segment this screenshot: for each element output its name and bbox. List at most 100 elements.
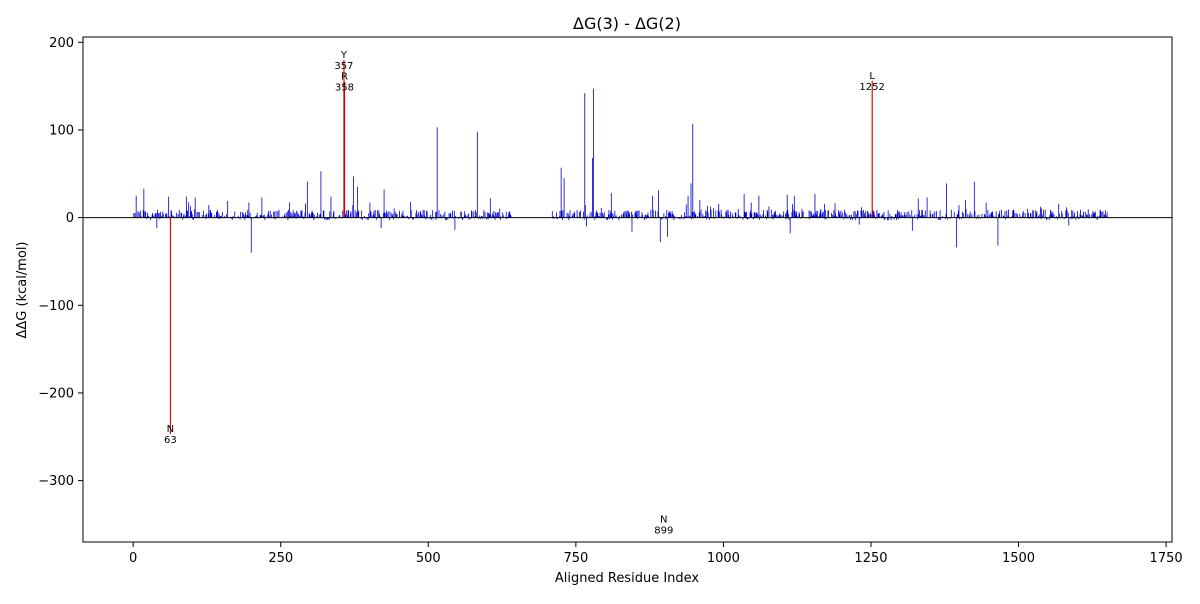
bar bbox=[373, 210, 375, 218]
bar bbox=[187, 210, 188, 218]
bar bbox=[435, 217, 437, 221]
bar bbox=[220, 215, 221, 218]
bar bbox=[975, 217, 977, 219]
bar bbox=[840, 210, 842, 218]
bar bbox=[694, 211, 695, 218]
bar bbox=[1058, 203, 1060, 218]
bar bbox=[629, 212, 631, 218]
bar bbox=[965, 200, 966, 218]
bar bbox=[483, 210, 485, 218]
bar bbox=[663, 213, 665, 218]
bar bbox=[171, 211, 172, 218]
bar bbox=[301, 211, 302, 218]
bar bbox=[449, 212, 451, 218]
bar bbox=[486, 212, 488, 218]
bar bbox=[1041, 208, 1043, 218]
bar bbox=[558, 216, 560, 218]
bar bbox=[556, 212, 557, 218]
bar bbox=[1063, 217, 1065, 219]
bar bbox=[901, 216, 903, 218]
bar bbox=[731, 213, 733, 218]
bar bbox=[316, 212, 318, 218]
bar bbox=[707, 212, 709, 218]
bar bbox=[778, 215, 780, 218]
bar bbox=[1055, 216, 1057, 218]
bar bbox=[566, 212, 568, 218]
bar bbox=[430, 217, 432, 220]
bar bbox=[300, 210, 302, 218]
bar bbox=[278, 209, 280, 218]
bar bbox=[386, 213, 388, 218]
bar bbox=[583, 217, 585, 220]
bar bbox=[636, 210, 638, 218]
bar bbox=[146, 217, 148, 220]
bar bbox=[813, 215, 815, 218]
bar bbox=[596, 210, 597, 218]
bar bbox=[930, 214, 932, 218]
bar bbox=[768, 206, 770, 218]
bar bbox=[584, 93, 586, 218]
bar bbox=[221, 211, 223, 218]
bar bbox=[1084, 211, 1086, 218]
bar bbox=[158, 213, 160, 218]
bar bbox=[732, 216, 734, 218]
bar bbox=[320, 171, 322, 218]
bar bbox=[240, 211, 242, 218]
bar bbox=[296, 210, 298, 218]
bar bbox=[739, 216, 741, 218]
bar bbox=[216, 211, 217, 218]
bar bbox=[175, 212, 177, 218]
bar bbox=[161, 215, 162, 218]
bar bbox=[490, 215, 492, 218]
bar bbox=[839, 211, 841, 218]
bar bbox=[489, 198, 491, 218]
bar bbox=[1006, 210, 1008, 218]
bar bbox=[942, 216, 943, 218]
bar bbox=[1094, 211, 1096, 218]
bar bbox=[646, 215, 648, 218]
bar bbox=[854, 211, 856, 218]
bar bbox=[723, 216, 725, 218]
bar bbox=[912, 216, 914, 218]
bar bbox=[788, 217, 790, 221]
bar bbox=[347, 215, 348, 218]
bar bbox=[274, 217, 276, 220]
bar bbox=[181, 213, 183, 218]
bar bbox=[376, 217, 377, 220]
bar bbox=[887, 217, 888, 221]
bar bbox=[658, 190, 659, 218]
bar bbox=[991, 212, 992, 218]
bar bbox=[188, 202, 190, 218]
bar bbox=[292, 210, 294, 218]
bar bbox=[193, 217, 194, 220]
bar bbox=[926, 197, 928, 218]
bar bbox=[166, 213, 168, 218]
bar bbox=[603, 216, 605, 218]
bar bbox=[426, 210, 427, 218]
bar bbox=[884, 217, 886, 221]
bar bbox=[685, 216, 687, 218]
bar bbox=[168, 196, 170, 218]
bar bbox=[468, 217, 470, 220]
bar bbox=[596, 212, 598, 218]
bar bbox=[754, 216, 756, 218]
bar bbox=[425, 217, 427, 220]
bar bbox=[495, 212, 497, 218]
bar bbox=[357, 211, 359, 218]
bar bbox=[652, 195, 654, 218]
bar bbox=[754, 212, 756, 218]
bar bbox=[848, 215, 850, 218]
bar bbox=[194, 209, 196, 218]
bar bbox=[234, 211, 236, 218]
bar bbox=[846, 214, 848, 218]
bar bbox=[374, 216, 376, 218]
bar bbox=[302, 216, 304, 218]
annotation-index: 899 bbox=[654, 525, 673, 536]
bar bbox=[482, 217, 484, 220]
bar bbox=[275, 210, 277, 218]
bar bbox=[149, 217, 151, 221]
bar bbox=[218, 215, 220, 218]
bar bbox=[277, 211, 279, 218]
bar bbox=[896, 217, 897, 220]
bar bbox=[293, 212, 295, 218]
